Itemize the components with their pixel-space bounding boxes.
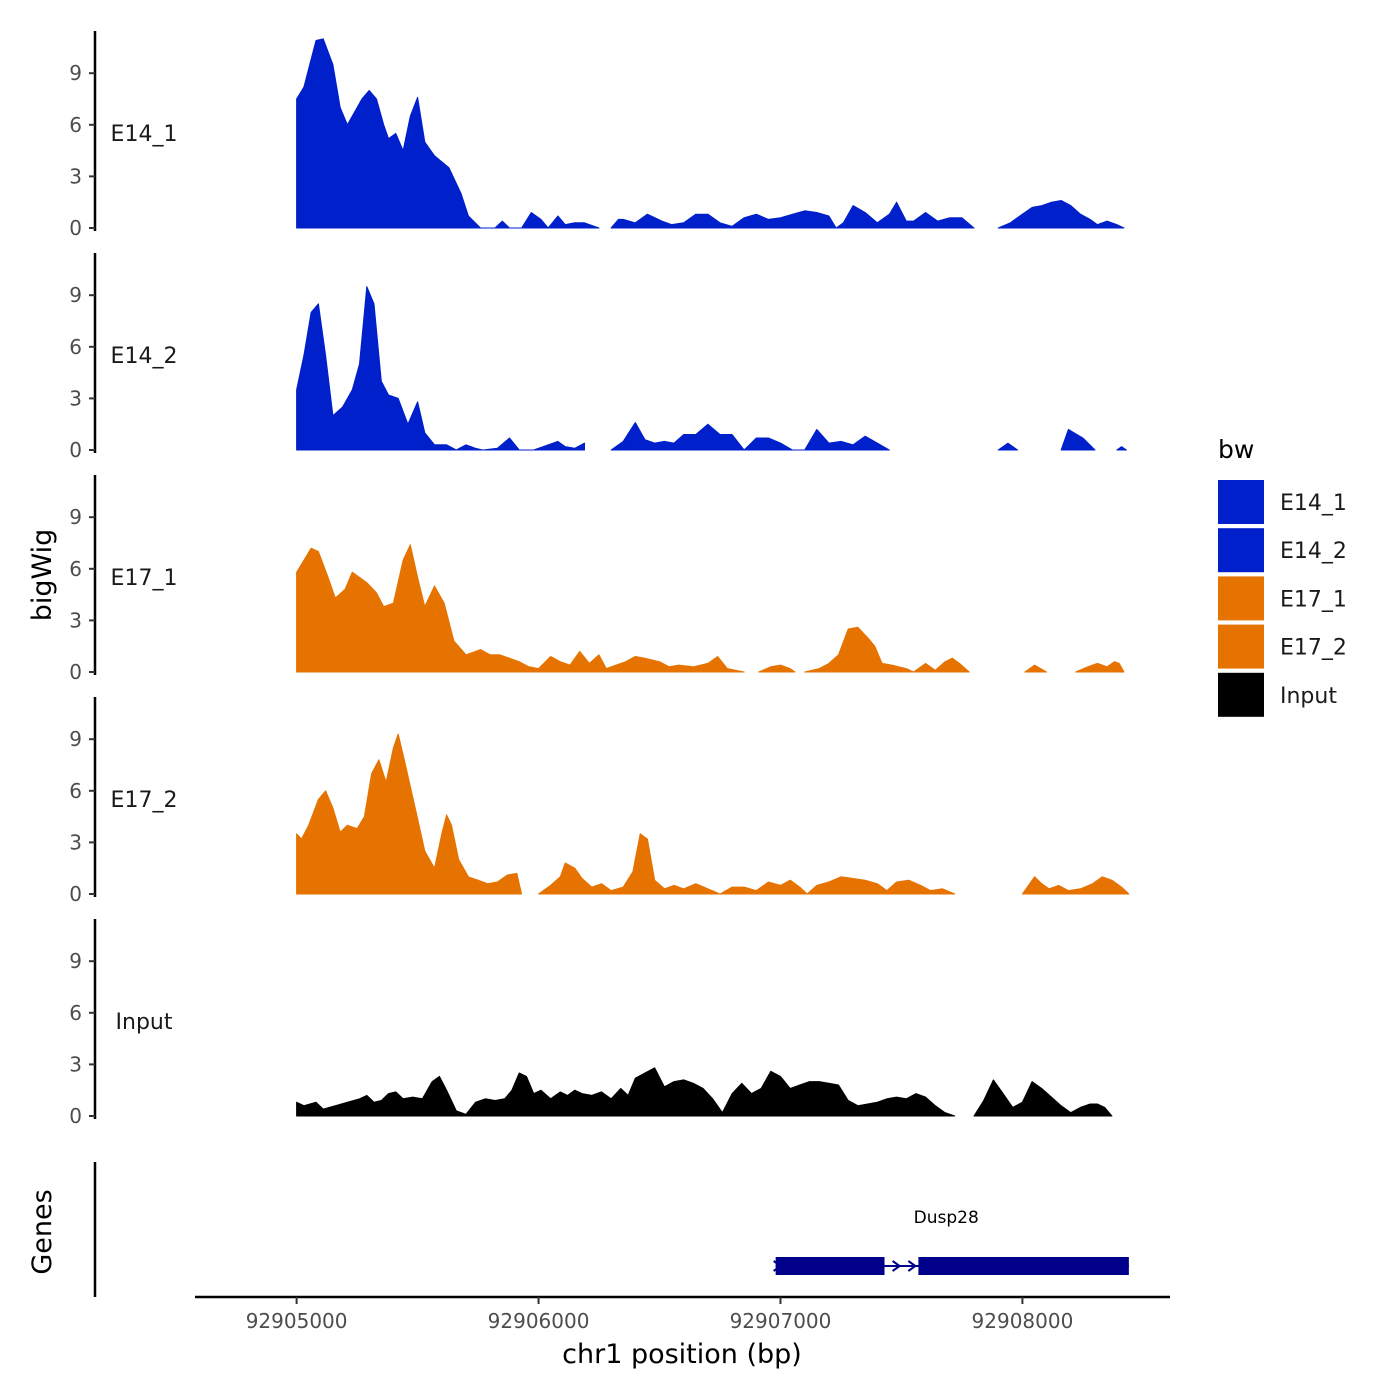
- coverage-area: [610, 201, 975, 229]
- legend-swatch: [1218, 624, 1264, 669]
- y-tick-label: 9: [69, 949, 82, 973]
- coverage-area: [1021, 876, 1130, 895]
- x-axis-title: chr1 position (bp): [562, 1339, 802, 1370]
- y-tick-label: 6: [69, 779, 82, 803]
- coverage-area: [1024, 664, 1048, 673]
- legend-item-label: E14_2: [1280, 539, 1347, 564]
- coverage-area: [1060, 428, 1096, 451]
- y-tick-label: 0: [69, 882, 82, 906]
- coverage-area: [296, 733, 523, 895]
- y-tick-label: 9: [69, 505, 82, 529]
- track-label: E14_2: [111, 344, 178, 369]
- coverage-area: [296, 38, 600, 229]
- y-tick-label: 9: [69, 61, 82, 85]
- y-tick-label: 6: [69, 113, 82, 137]
- gene-name-label: Dusp28: [914, 1208, 979, 1228]
- coverage-area: [1075, 661, 1125, 673]
- y-tick-label: 3: [69, 830, 82, 854]
- x-tick-label: 92908000: [972, 1309, 1074, 1333]
- x-tick-label: 92905000: [246, 1309, 348, 1333]
- coverage-area: [610, 422, 890, 451]
- strand-arrow-icon: [773, 1260, 783, 1272]
- coverage-area: [538, 833, 956, 895]
- coverage-area: [804, 626, 970, 673]
- coverage-area: [1116, 446, 1127, 451]
- gene-exon: [775, 1257, 885, 1275]
- gene-exon: [918, 1257, 1129, 1275]
- y-tick-label: 0: [69, 438, 82, 462]
- coverage-area: [997, 200, 1125, 229]
- y-axis-title: bigWig: [27, 529, 58, 622]
- genes-axis-title: Genes: [27, 1189, 58, 1274]
- y-tick-label: 9: [69, 283, 82, 307]
- x-tick-label: 92907000: [730, 1309, 832, 1333]
- legend-swatch: [1218, 528, 1264, 573]
- track-e14-2: 0 3 6 9 E14_2: [69, 253, 1127, 462]
- legend-item-label: E17_1: [1280, 587, 1347, 612]
- track-input: 0 3 6 9 Input: [69, 919, 1113, 1128]
- coverage-area: [758, 664, 796, 673]
- legend-title: bw: [1218, 435, 1254, 464]
- legend-item-label: Input: [1280, 684, 1337, 709]
- track-label: E14_1: [111, 122, 178, 147]
- track-e14-1: 0 3 6 9 E14_1: [69, 31, 1125, 240]
- y-tick-label: 6: [69, 1001, 82, 1025]
- legend-swatch: [1218, 672, 1264, 717]
- y-tick-label: 3: [69, 164, 82, 188]
- coverage-area: [296, 286, 585, 451]
- y-tick-label: 0: [69, 1104, 82, 1128]
- legend: bw E14_1 E14_2 E17_1 E17_2 Input: [1218, 435, 1347, 717]
- legend-swatch: [1218, 576, 1264, 621]
- coverage-area: [296, 544, 745, 673]
- track-e17-1: 0 3 6 9 E17_1: [69, 475, 1125, 684]
- coverage-area: [997, 442, 1019, 451]
- legend-swatch: [1218, 480, 1264, 524]
- legend-item-label: E17_2: [1280, 636, 1347, 661]
- tracks-layer: 0 3 6 9 E14_1 0 3 6 9 E14_2 0 3 6 9 E17_1 0 3 6 9 E17_2 0 3 6 9…: [69, 31, 1130, 1128]
- x-tick-label: 92906000: [488, 1309, 590, 1333]
- strand-arrow-icon: [907, 1260, 918, 1272]
- y-tick-label: 6: [69, 557, 82, 581]
- y-tick-label: 3: [69, 386, 82, 410]
- y-tick-label: 3: [69, 1052, 82, 1076]
- x-axis: 92905000 92906000 92907000 92908000: [195, 1295, 1170, 1333]
- track-label: Input: [116, 1010, 173, 1035]
- track-label: E17_2: [111, 788, 178, 813]
- track-e17-2: 0 3 6 9 E17_2: [69, 697, 1130, 906]
- track-label: E17_1: [111, 566, 178, 591]
- coverage-area: [973, 1079, 1113, 1117]
- y-tick-label: 0: [69, 660, 82, 684]
- strand-arrow-icon: [892, 1260, 902, 1272]
- y-tick-label: 9: [69, 727, 82, 751]
- y-tick-label: 3: [69, 608, 82, 632]
- legend-item-label: E14_1: [1280, 491, 1347, 516]
- y-tick-label: 0: [69, 216, 82, 240]
- y-tick-label: 6: [69, 335, 82, 359]
- coverage-area: [296, 1067, 956, 1117]
- gene-panel: Dusp28: [93, 1162, 1129, 1297]
